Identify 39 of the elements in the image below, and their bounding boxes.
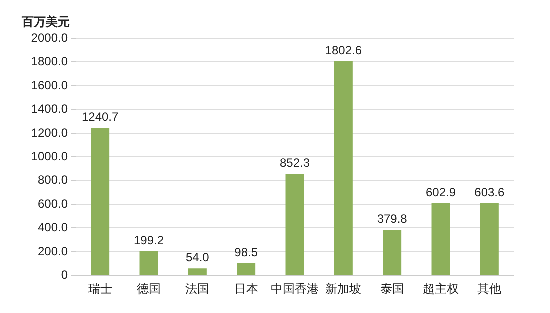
y-tick-label: 1000.0 xyxy=(31,150,68,164)
x-tick-label: 中国香港 xyxy=(271,282,319,296)
bar xyxy=(188,268,207,275)
bar xyxy=(432,204,450,275)
bar xyxy=(237,263,256,275)
x-tick-label: 泰国 xyxy=(380,282,404,296)
data-label: 852.3 xyxy=(280,156,310,170)
data-label: 1240.7 xyxy=(82,110,120,124)
bar xyxy=(383,230,402,275)
data-label: 98.5 xyxy=(234,245,258,260)
x-tick-label: 新加坡 xyxy=(326,282,362,296)
y-tick-label: 1200.0 xyxy=(31,126,68,140)
y-tick-label: 0 xyxy=(61,268,68,282)
y-tick-label: 200.0 xyxy=(38,244,68,258)
data-label: 602.9 xyxy=(426,186,456,200)
x-tick-label: 瑞士 xyxy=(88,282,112,296)
data-label: 54.0 xyxy=(186,250,210,265)
bar xyxy=(334,61,353,275)
bar xyxy=(286,174,304,275)
bar xyxy=(91,128,110,275)
data-label: 379.8 xyxy=(377,212,408,226)
x-tick-label: 日本 xyxy=(234,282,258,296)
data-label: 603.6 xyxy=(474,185,506,200)
y-tick-label: 2000.0 xyxy=(31,31,68,45)
y-axis-title: 百万美元 xyxy=(21,15,70,29)
data-label: 199.2 xyxy=(134,233,164,248)
bar xyxy=(140,251,158,275)
y-tick-label: 1400.0 xyxy=(31,102,68,116)
y-tick-label: 1600.0 xyxy=(31,78,68,92)
x-tick-label: 德国 xyxy=(137,282,161,296)
bar xyxy=(480,203,499,275)
y-tick-label: 600.0 xyxy=(38,196,68,211)
y-tick-label: 400.0 xyxy=(38,220,68,235)
x-tick-label: 法国 xyxy=(186,282,210,296)
y-tick-label: 1800.0 xyxy=(31,54,68,69)
data-label: 1802.6 xyxy=(325,43,362,58)
y-tick-label: 800.0 xyxy=(38,173,68,188)
x-tick-label: 其他 xyxy=(478,282,502,296)
x-tick-label: 超主权 xyxy=(423,282,459,296)
